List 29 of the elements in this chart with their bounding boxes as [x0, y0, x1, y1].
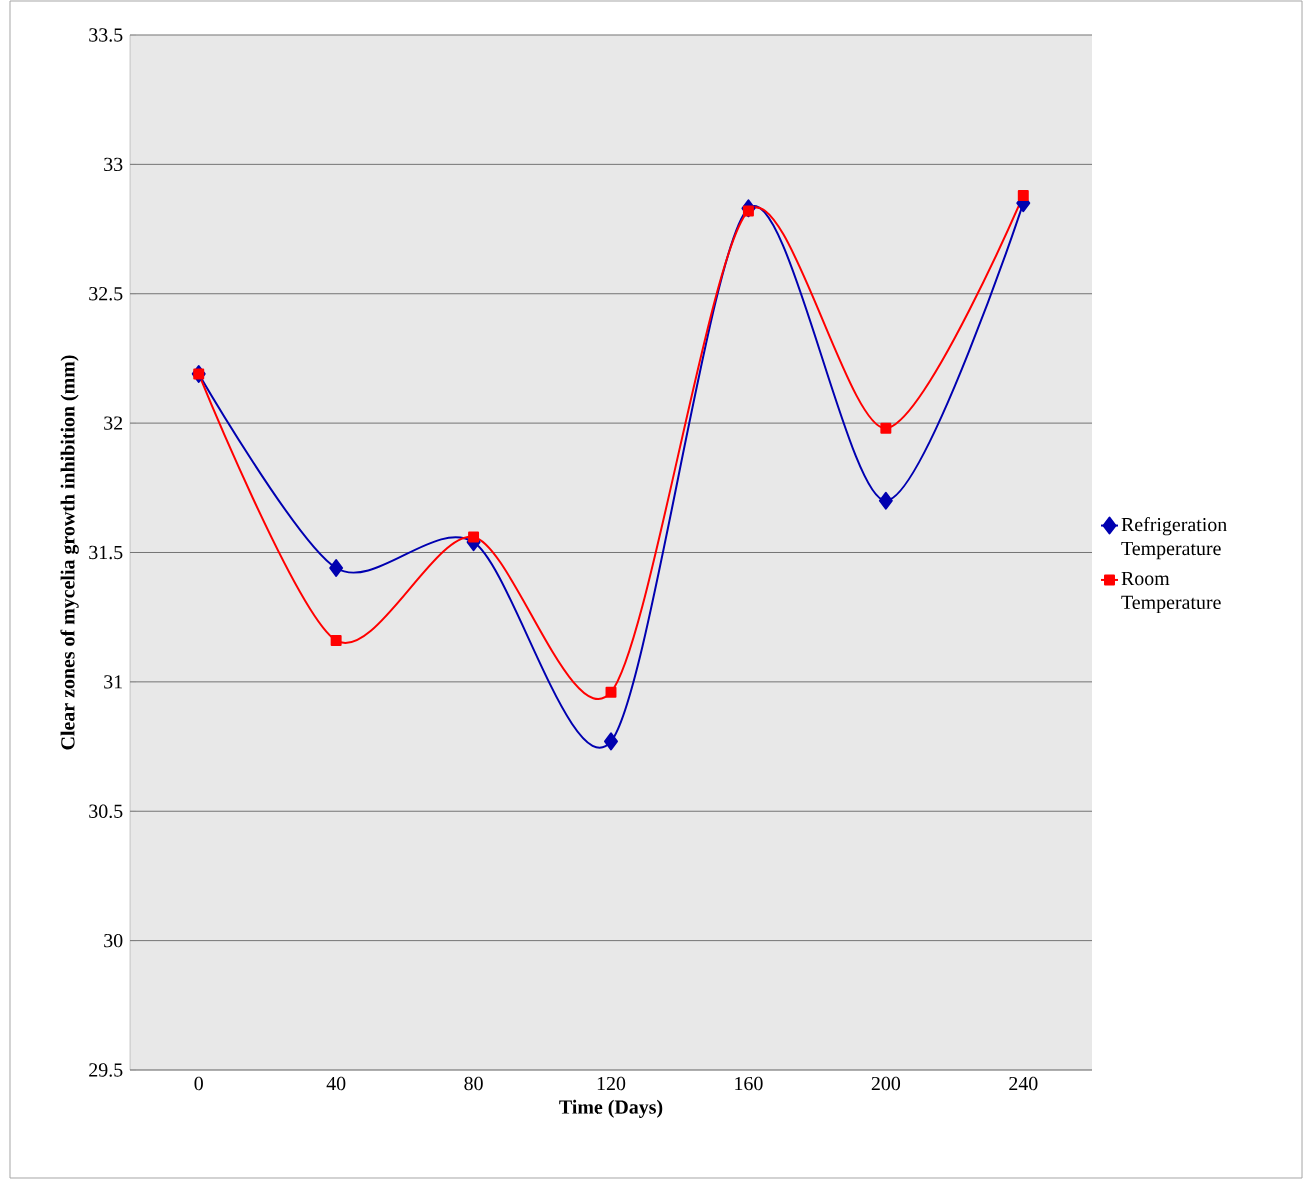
y-tick-label: 30	[104, 933, 123, 948]
y-tick-label: 33.5	[89, 28, 123, 42]
point	[604, 732, 618, 751]
y-tick-label: 32.5	[89, 287, 123, 301]
legend-label: Refrigeration Temperature	[1121, 517, 1227, 560]
point	[878, 491, 893, 510]
x-tick-label: 80	[464, 1076, 483, 1091]
x-tick-label: 40	[326, 1076, 346, 1091]
y-tick-label: 31	[104, 675, 122, 689]
x-tick-label: 200	[871, 1076, 901, 1091]
x-tick-label: 240	[1009, 1076, 1038, 1091]
point	[329, 559, 344, 577]
y-tick-label: 30.5	[89, 804, 123, 819]
x-tick-label: 120	[597, 1076, 626, 1091]
y-tick-label: 31.5	[89, 545, 123, 560]
legend-label: Room Temperature	[1121, 571, 1221, 614]
y-tick-label: 33	[104, 157, 123, 172]
point	[468, 531, 480, 543]
x-tick-label: 160	[735, 1076, 763, 1091]
x-axis-title: Time (Days)	[559, 1099, 663, 1118]
point	[742, 205, 754, 217]
point	[330, 634, 342, 646]
x-tick-label: 0	[194, 1076, 203, 1091]
point	[880, 422, 892, 434]
point	[605, 686, 617, 698]
y-tick-label: 32	[104, 416, 123, 430]
y-axis-title: Clear zones of mycelia growth inhibition (mm)	[60, 355, 79, 750]
y-tick-label: 29.5	[89, 1063, 123, 1077]
point	[1017, 189, 1029, 201]
